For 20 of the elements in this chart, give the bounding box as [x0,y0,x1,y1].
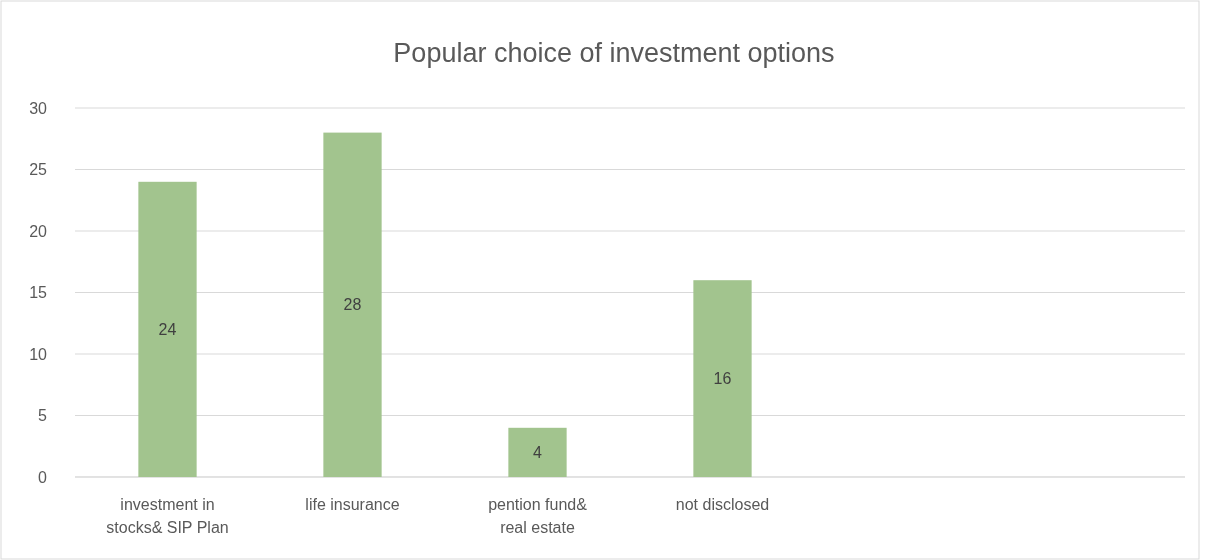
x-tick-label: investment in stocks& SIP Plan [106,496,229,536]
data-label: 24 [158,321,177,338]
data-label: 4 [533,444,543,461]
x-tick-label: life insurance [305,496,400,513]
y-tick-label: 30 [29,99,48,117]
y-tick-label: 25 [29,161,48,179]
y-tick-label: 5 [38,407,48,425]
chart-title: Popular choice of investment options [393,38,835,68]
data-label: 28 [343,296,362,314]
y-tick-label: 0 [38,468,48,486]
bar [138,181,197,477]
bar [323,132,382,477]
bar [693,280,752,477]
y-tick-label: 20 [29,222,48,240]
y-tick-label: 10 [29,345,48,363]
bar [508,427,567,477]
x-tick-label: pention fund& real estate [488,496,588,536]
y-tick-label: 15 [29,284,48,302]
data-label: 16 [713,370,732,388]
x-tick-label: not disclosed [675,496,770,513]
